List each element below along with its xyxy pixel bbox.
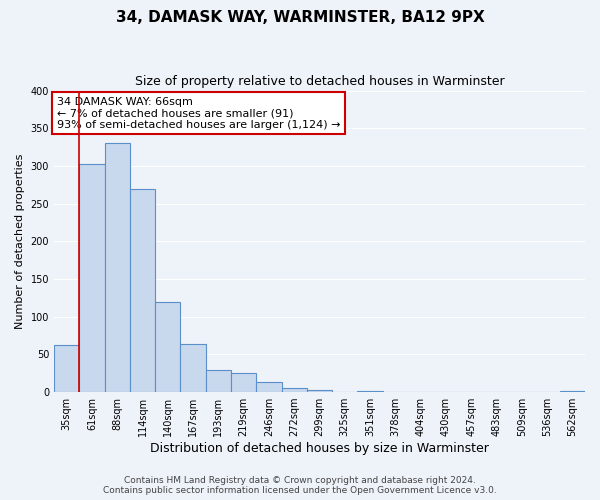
Title: Size of property relative to detached houses in Warminster: Size of property relative to detached ho… — [135, 75, 505, 88]
Bar — [79, 164, 104, 392]
Bar — [231, 373, 256, 392]
Bar — [307, 390, 332, 392]
Bar — [256, 382, 281, 392]
Bar — [54, 346, 79, 392]
Y-axis label: Number of detached properties: Number of detached properties — [15, 154, 25, 329]
Bar — [560, 390, 585, 392]
Bar — [206, 370, 231, 392]
Bar — [181, 344, 206, 392]
Bar — [155, 302, 181, 392]
Text: Contains HM Land Registry data © Crown copyright and database right 2024.
Contai: Contains HM Land Registry data © Crown c… — [103, 476, 497, 495]
Bar — [130, 188, 155, 392]
Text: 34, DAMASK WAY, WARMINSTER, BA12 9PX: 34, DAMASK WAY, WARMINSTER, BA12 9PX — [116, 10, 484, 25]
Bar — [281, 388, 307, 392]
Bar — [358, 390, 383, 392]
Text: 34 DAMASK WAY: 66sqm
← 7% of detached houses are smaller (91)
93% of semi-detach: 34 DAMASK WAY: 66sqm ← 7% of detached ho… — [56, 96, 340, 130]
Bar — [104, 144, 130, 392]
X-axis label: Distribution of detached houses by size in Warminster: Distribution of detached houses by size … — [150, 442, 489, 455]
